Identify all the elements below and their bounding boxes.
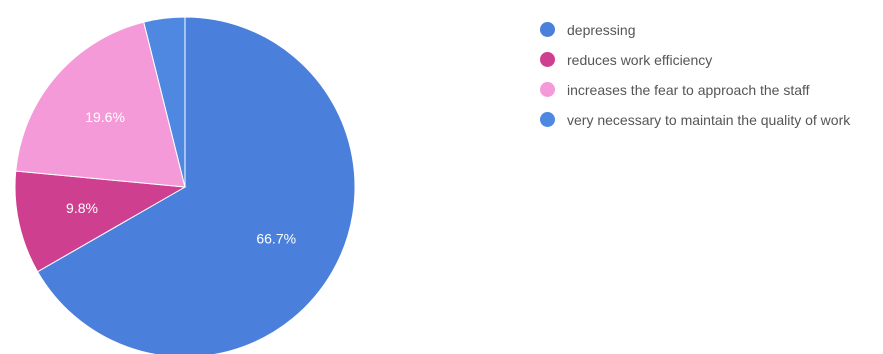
legend: depressing reduces work efficiency incre…	[540, 20, 880, 140]
legend-item-increases-fear[interactable]: increases the fear to approach the staff	[540, 80, 880, 100]
legend-swatch-increases-fear	[540, 82, 555, 97]
pie-slice-increases-fear[interactable]	[15, 21, 186, 188]
legend-item-depressing[interactable]: depressing	[540, 20, 880, 40]
legend-swatch-reduces-work-efficiency	[540, 52, 555, 67]
legend-label-depressing: depressing	[567, 22, 636, 38]
pie-slice-depressing[interactable]	[36, 16, 356, 354]
pie-slice-labels: 66.7% 9.8% 19.6%	[66, 109, 296, 246]
pie-slice-reduces-work-efficiency[interactable]	[14, 170, 187, 273]
legend-swatch-very-necessary	[540, 112, 555, 127]
legend-label-reduces-work-efficiency: reduces work efficiency	[567, 52, 713, 68]
legend-label-very-necessary: very necessary to maintain the quality o…	[567, 112, 851, 128]
pie-slice-very-necessary[interactable]	[143, 16, 186, 188]
legend-label-increases-fear: increases the fear to approach the staff	[567, 82, 810, 98]
pie-slices	[14, 16, 356, 354]
pie-slice-label-reduces-work-efficiency: 9.8%	[66, 200, 98, 216]
legend-item-very-necessary[interactable]: very necessary to maintain the quality o…	[540, 110, 880, 130]
pie-slice-label-increases-fear: 19.6%	[85, 109, 125, 125]
pie-slice-label-depressing: 66.7%	[256, 230, 296, 246]
legend-swatch-depressing	[540, 22, 555, 37]
legend-item-reduces-work-efficiency[interactable]: reduces work efficiency	[540, 50, 880, 70]
